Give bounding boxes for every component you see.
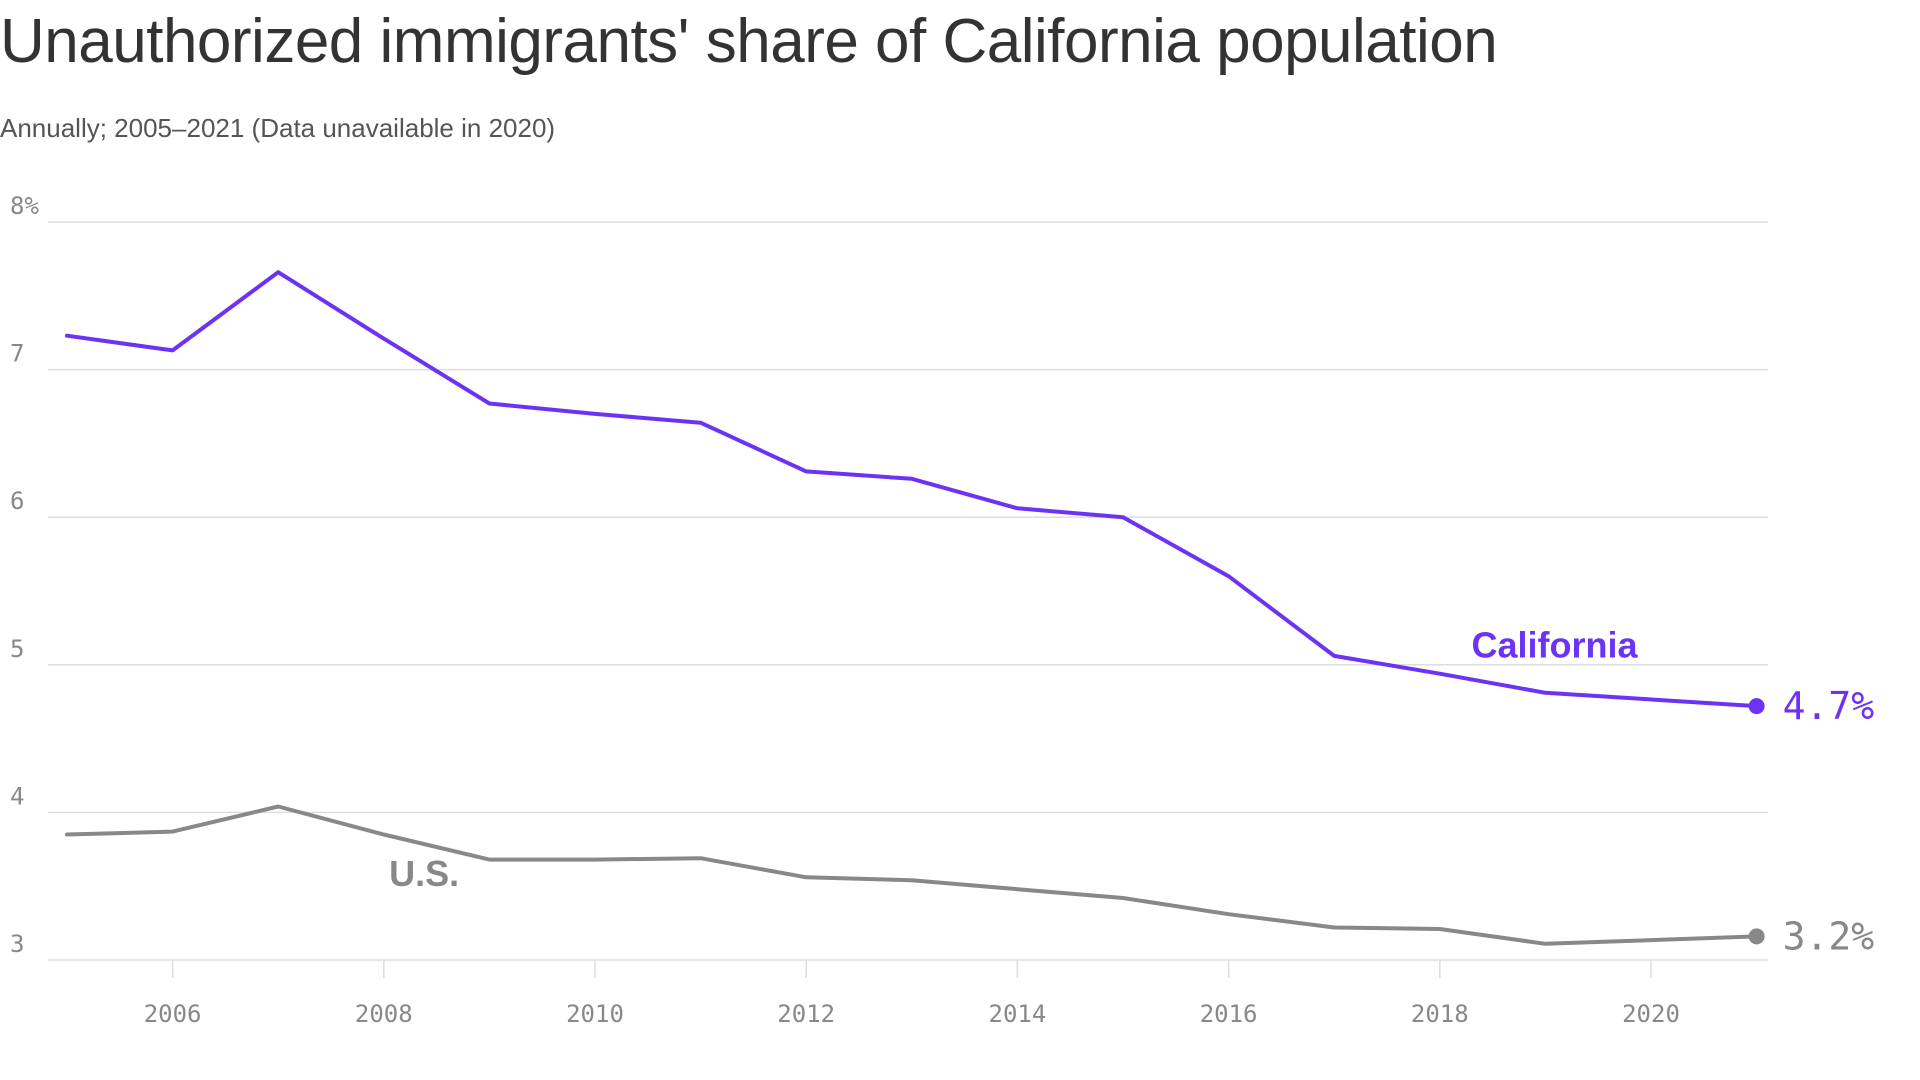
end-value-label-california: 4.7%	[1783, 684, 1875, 728]
series-labels: 4.7% 3.2% California U.S.	[389, 624, 1874, 958]
x-tick-label: 2008	[355, 1000, 413, 1028]
chart-title: Unauthorized immigrants' share of Califo…	[0, 7, 1498, 76]
series-label-us: U.S.	[389, 853, 459, 894]
y-tick-label: 8%	[10, 192, 39, 220]
end-point-california	[1748, 698, 1765, 715]
axis-ticks: 3 4 5 6 7 8% 2006 2008 2010 2012 2014 2016 2018 2020	[10, 192, 1680, 1028]
x-tick-label: 2006	[144, 1000, 202, 1028]
grid-lines	[48, 221, 1768, 961]
x-tick-label: 2020	[1622, 1000, 1680, 1028]
end-point-u-s	[1748, 928, 1765, 945]
x-tick-label: 2014	[989, 1000, 1047, 1028]
y-tick-label: 3	[10, 930, 24, 958]
y-tick-label: 5	[10, 635, 24, 663]
x-tick-label: 2012	[777, 1000, 835, 1028]
x-tick-label: 2018	[1411, 1000, 1469, 1028]
y-tick-label: 4	[10, 782, 24, 810]
series-label-california: California	[1471, 624, 1638, 665]
series-lines	[65, 270, 1765, 946]
end-value-label-u-s: 3.2%	[1783, 914, 1875, 958]
series-line-u-s	[65, 804, 1759, 946]
y-tick-label: 6	[10, 487, 24, 515]
series-line-california	[65, 270, 1759, 709]
x-tick-label: 2016	[1200, 1000, 1258, 1028]
chart-subtitle: Annually; 2005–2021 (Data unavailable in…	[0, 113, 556, 143]
x-tick-label: 2010	[566, 1000, 624, 1028]
y-tick-label: 7	[10, 340, 24, 368]
